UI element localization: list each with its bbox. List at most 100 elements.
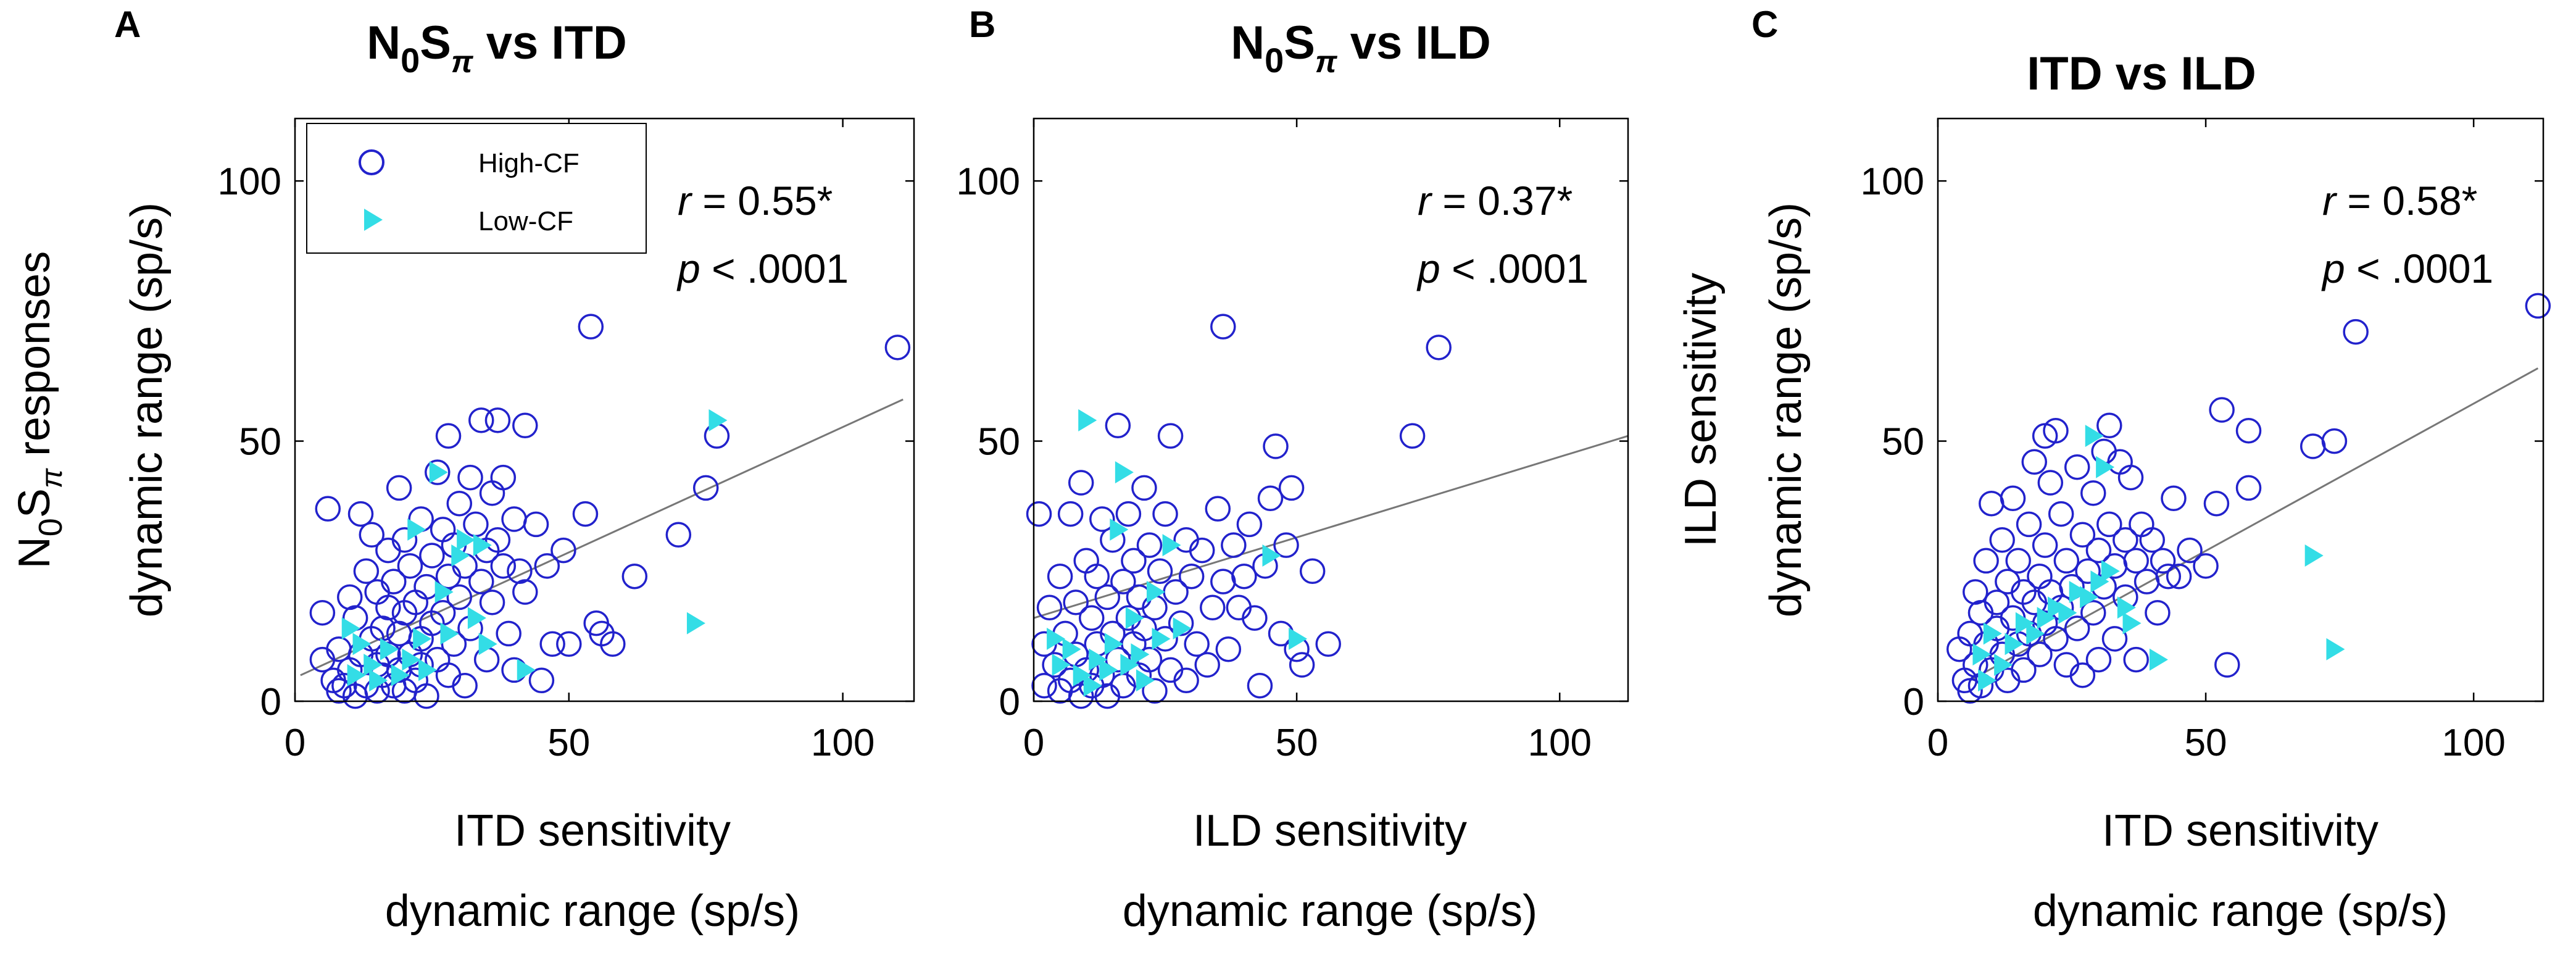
ticks-group: 0 50 100 0 50 100: [218, 119, 914, 764]
high-cf-point: [1068, 683, 1094, 709]
high-cf-point: [397, 553, 423, 579]
high-cf-point: [2064, 615, 2090, 641]
high-cf-point: [578, 314, 604, 340]
y-label-s: S: [10, 488, 59, 518]
high-cf-point: [512, 412, 538, 439]
high-cf-point: [2069, 662, 2096, 688]
high-cf-point: [2075, 558, 2101, 585]
high-cf-point: [1963, 579, 1988, 605]
x-tick-label: 100: [811, 722, 875, 764]
plot-area: [1032, 117, 1629, 702]
low-cf-point: [2058, 601, 2077, 624]
title-sub-0: 0: [401, 41, 420, 80]
high-cf-point: [309, 646, 336, 673]
low-cf-point: [1047, 627, 1066, 650]
high-cf-point: [1247, 672, 1273, 699]
high-cf-point: [2085, 646, 2112, 673]
high-cf-point: [1078, 605, 1105, 631]
ticks-group: 0 50 100 0 50 100: [1861, 119, 2543, 764]
high-cf-point: [1215, 636, 1242, 662]
low-cf-point: [380, 638, 399, 661]
high-cf-point: [2300, 433, 2326, 459]
low-cf-point: [407, 518, 426, 541]
high-cf-point: [884, 335, 911, 360]
low-cf-point: [2122, 612, 2142, 635]
high-cf-point: [621, 563, 648, 590]
high-cf-point: [452, 672, 478, 699]
low-cf-point: [391, 664, 410, 686]
high-cf-point: [468, 407, 494, 433]
high-cf-point: [364, 579, 390, 605]
x-tick-label: 50: [2185, 722, 2227, 764]
panel-letter: B: [969, 4, 995, 45]
high-cf-point: [2032, 532, 2058, 558]
low-cf-point: [434, 581, 454, 603]
high-cf-point: [2011, 657, 2037, 683]
points-group: [309, 314, 911, 709]
legend: High-CF Low-CF: [306, 123, 647, 254]
low-cf-point: [708, 409, 728, 431]
x-axis-label-line1: ITD sensitivity: [454, 806, 731, 856]
high-cf-point: [2145, 599, 2171, 626]
high-cf-point: [1168, 610, 1194, 636]
high-cf-point: [1989, 527, 2015, 553]
high-cf-point: [2525, 293, 2551, 319]
high-cf-point: [704, 423, 730, 449]
high-cf-point: [1131, 615, 1157, 641]
high-cf-point: [381, 569, 407, 594]
high-cf-point: [2096, 412, 2122, 439]
low-cf-point: [1131, 643, 1150, 666]
y-tick-label: 100: [1861, 160, 1924, 203]
low-cf-point: [369, 669, 388, 692]
high-cf-point: [523, 511, 549, 538]
low-cf-point: [2037, 607, 2056, 630]
y-label-rest: responses: [10, 251, 59, 469]
high-cf-point: [2209, 397, 2235, 423]
y-tick-label: 100: [218, 160, 281, 203]
high-cf-point: [1105, 412, 1131, 439]
high-cf-point: [446, 490, 473, 517]
high-cf-point: [2139, 527, 2166, 553]
high-cf-point: [1073, 548, 1099, 574]
stat-p-value: < .0001: [2356, 246, 2493, 291]
high-cf-point: [2091, 438, 2117, 465]
low-cf-point: [451, 544, 470, 567]
high-cf-point: [1257, 485, 1284, 512]
high-cf-point: [2043, 417, 2069, 444]
high-cf-point: [2048, 501, 2074, 527]
stat-p: p < .0001: [676, 246, 849, 291]
high-cf-point: [1995, 569, 2021, 594]
high-cf-point: [2064, 454, 2090, 480]
high-cf-point: [600, 631, 626, 657]
title-rest: vs ITD: [473, 17, 627, 69]
high-cf-point: [1194, 652, 1220, 678]
low-cf-point: [1110, 518, 1129, 541]
high-cf-point: [413, 683, 439, 709]
title-s: S: [1284, 17, 1315, 69]
high-cf-point: [2155, 563, 2182, 590]
low-cf-point: [2047, 596, 2066, 619]
high-cf-point: [1147, 558, 1173, 585]
high-cf-point: [315, 496, 341, 522]
low-cf-point: [1104, 633, 1123, 656]
high-cf-point: [309, 599, 336, 626]
low-cf-point: [364, 654, 383, 676]
low-cf-point: [402, 648, 421, 671]
title-sub-pi: π: [1315, 44, 1338, 79]
stat-p-value: < .0001: [1452, 246, 1589, 291]
high-cf-point: [375, 594, 401, 621]
high-cf-point: [2123, 646, 2149, 673]
low-cf-point: [1136, 669, 1155, 692]
low-cf-point: [352, 633, 372, 656]
high-cf-point: [1242, 605, 1268, 631]
x-axis-label-line2: dynamic range (sp/s): [385, 886, 800, 936]
low-cf-point: [1078, 409, 1097, 431]
low-cf-point: [473, 534, 492, 557]
high-cf-point: [1047, 563, 1073, 590]
x-axis-label-line1: ILD sensitivity: [1193, 806, 1467, 856]
high-cf-point: [1973, 548, 1999, 574]
panel-letter: A: [114, 4, 141, 45]
low-cf-point: [418, 659, 438, 681]
high-cf-point: [528, 667, 555, 694]
high-cf-point: [2177, 537, 2203, 564]
